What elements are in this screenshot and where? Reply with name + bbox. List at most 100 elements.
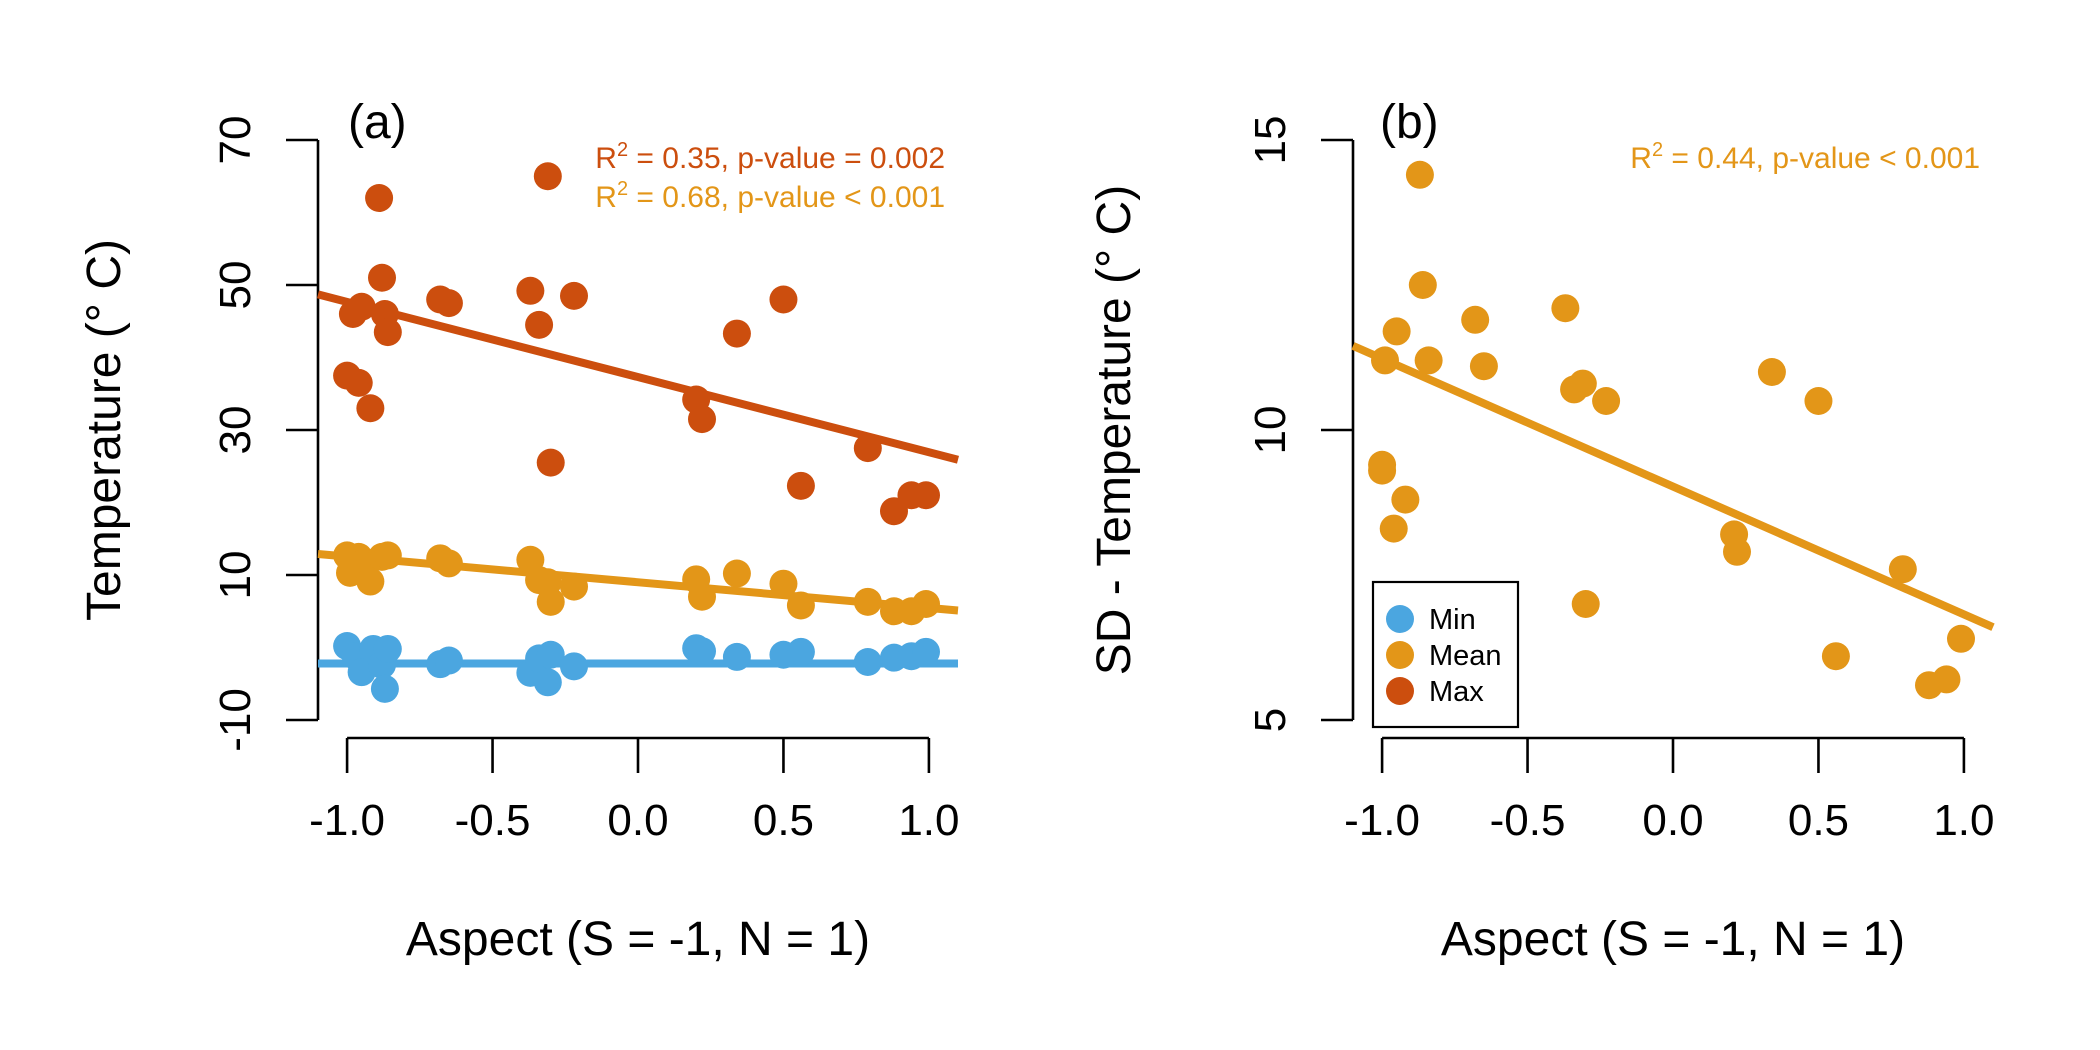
data-point-min xyxy=(722,642,751,671)
legend: Min Mean Max xyxy=(1371,580,1520,729)
data-point-mean xyxy=(1568,369,1597,398)
x-tick-label: 0.5 xyxy=(753,796,814,845)
r2-stats: = 0.44, p-value < 0.001 xyxy=(1663,142,1980,175)
data-point-mean xyxy=(560,572,588,601)
data-point-mean xyxy=(356,567,385,596)
series-mean xyxy=(317,541,959,626)
y-tick-label: 15 xyxy=(1246,116,1295,165)
regression-line-mean xyxy=(317,549,959,615)
data-point-min xyxy=(373,634,402,663)
r2-annotation: R2 = 0.35, p-value = 0.002 xyxy=(595,139,945,175)
data-point-mean xyxy=(1469,352,1498,381)
data-point-mean xyxy=(912,590,940,618)
data-point-mean xyxy=(1391,485,1420,514)
r2-stats: = 0.35, p-value = 0.002 xyxy=(628,142,945,175)
y-tick-label: 30 xyxy=(211,406,260,455)
data-point-max xyxy=(722,319,751,348)
data-point-mean xyxy=(786,591,815,620)
data-point-mean xyxy=(1405,160,1434,189)
data-point-mean xyxy=(536,587,565,616)
panel-label: (a) xyxy=(348,96,407,149)
data-point-max xyxy=(356,394,385,423)
data-point-max xyxy=(434,289,463,318)
x-tick-label: -1.0 xyxy=(1344,796,1420,845)
panel-b: -1.0 -0.5 0.0 0.5 1.0 5 10 15 Aspect (S = -1, N … xyxy=(1088,96,1995,966)
r2-label: R xyxy=(1630,142,1652,175)
data-point-mean xyxy=(769,569,798,598)
r2-superscript: 2 xyxy=(617,139,628,161)
data-point-max xyxy=(853,434,882,463)
data-point-mean xyxy=(373,541,402,570)
regression-line-max xyxy=(316,290,960,464)
x-tick-label: 0.0 xyxy=(607,796,668,845)
data-point-max xyxy=(516,276,545,305)
data-point-min xyxy=(912,637,940,666)
x-tick-label: 1.0 xyxy=(898,796,959,845)
data-point-max xyxy=(368,263,396,292)
data-point-max xyxy=(769,285,798,314)
data-point-max xyxy=(373,318,402,347)
r2-annotation: R2 = 0.68, p-value < 0.001 xyxy=(595,178,945,214)
data-point-mean xyxy=(1368,456,1397,485)
data-point-mean xyxy=(1947,624,1975,653)
data-point-mean xyxy=(434,549,463,578)
legend-swatch-mean xyxy=(1386,641,1414,669)
data-point-max xyxy=(688,405,716,434)
data-point-mean xyxy=(1461,305,1490,334)
r2-label: R xyxy=(595,181,617,214)
data-point-mean xyxy=(1371,346,1399,375)
data-point-mean xyxy=(1414,346,1443,375)
x-tick-label: 1.0 xyxy=(1933,796,1994,845)
data-point-mean xyxy=(1408,271,1437,299)
x-tick-label: -0.5 xyxy=(455,796,531,845)
data-point-mean xyxy=(1571,590,1600,618)
x-axis-title: Aspect (S = -1, N = 1) xyxy=(1441,913,1905,966)
y-tick-label: 50 xyxy=(211,261,260,310)
data-point-max xyxy=(912,481,940,510)
panel-a: -1.0 -0.5 0.0 0.5 1.0 -10 10 30 50 70 Aspect (S = … xyxy=(78,96,959,966)
data-point-mean xyxy=(1379,514,1408,543)
data-point-min xyxy=(533,668,562,697)
y-axis-title: Temperature (° C) xyxy=(78,239,131,621)
data-point-max xyxy=(525,310,554,339)
series-min xyxy=(318,632,958,703)
data-point-max xyxy=(536,448,565,477)
data-point-mean xyxy=(1888,555,1917,584)
data-point-mean xyxy=(1382,317,1411,346)
data-point-mean xyxy=(1592,387,1621,415)
y-axis-title: SD - Temperature (° C) xyxy=(1088,185,1141,675)
data-point-mean xyxy=(688,582,716,611)
data-point-mean xyxy=(853,587,882,616)
data-point-min xyxy=(853,648,882,676)
data-point-mean xyxy=(1932,665,1961,694)
y-tick-label: 5 xyxy=(1246,708,1295,732)
data-point-min xyxy=(370,674,399,703)
data-point-mean xyxy=(1757,358,1786,386)
y-tick-label: 10 xyxy=(211,551,260,600)
x-tick-label: -0.5 xyxy=(1490,796,1566,845)
data-point-max xyxy=(344,368,373,397)
data-point-mean xyxy=(722,559,751,588)
data-point-max xyxy=(365,184,394,212)
r2-label: R xyxy=(595,142,617,175)
data-point-mean xyxy=(1551,294,1580,323)
r2-annotation: R2 = 0.44, p-value < 0.001 xyxy=(1630,139,1980,175)
regression-line-mean xyxy=(1351,342,1995,631)
x-tick-label: 0.5 xyxy=(1788,796,1849,845)
x-axis-title: Aspect (S = -1, N = 1) xyxy=(406,913,870,966)
y-tick-label: 70 xyxy=(211,116,260,165)
data-point-max xyxy=(560,281,588,310)
data-point-max xyxy=(347,292,376,321)
r2-stats: = 0.68, p-value < 0.001 xyxy=(628,181,945,214)
data-point-max xyxy=(533,162,562,191)
data-point-mean xyxy=(1821,642,1850,671)
data-point-max xyxy=(786,471,815,500)
data-point-mean xyxy=(1723,537,1751,566)
legend-swatch-min xyxy=(1386,605,1414,633)
r2-superscript: 2 xyxy=(617,178,628,200)
y-tick-label: -10 xyxy=(211,688,260,752)
data-point-min xyxy=(536,640,565,669)
y-tick-label: 10 xyxy=(1246,406,1295,455)
legend-label: Mean xyxy=(1429,640,1502,672)
x-tick-label: -1.0 xyxy=(309,796,385,845)
